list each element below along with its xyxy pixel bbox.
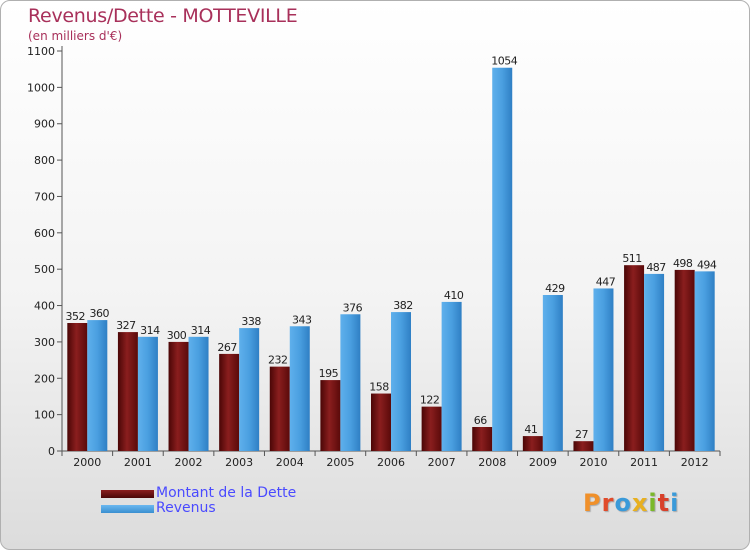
- y-tick-label: 600: [34, 227, 55, 240]
- data-label-dette-2003: 267: [217, 341, 237, 354]
- data-label-revenus-2008: 1054: [491, 55, 517, 68]
- data-label-revenus-2006: 382: [393, 299, 413, 312]
- data-label-dette-2001: 327: [116, 319, 136, 332]
- x-tick-label: 2002: [175, 456, 203, 469]
- data-label-dette-2005: 195: [319, 367, 339, 380]
- data-label-dette-2009: 41: [524, 423, 537, 436]
- bar-dette-2003: [219, 353, 240, 451]
- data-label-revenus-2000: 360: [90, 307, 110, 320]
- x-tick-label: 2004: [276, 456, 304, 469]
- bar-revenus-2001: [137, 336, 158, 451]
- bar-revenus-2005: [340, 314, 361, 451]
- y-tick-label: 500: [34, 263, 55, 276]
- data-label-revenus-2007: 410: [444, 289, 464, 302]
- data-label-revenus-2009: 429: [545, 282, 565, 295]
- data-label-dette-2012: 498: [673, 257, 693, 270]
- x-tick-label: 2005: [326, 456, 354, 469]
- bar-revenus-2008: [492, 67, 513, 452]
- x-tick-label: 2008: [478, 456, 506, 469]
- bar-revenus-2000: [87, 320, 108, 451]
- data-label-revenus-2005: 376: [343, 301, 363, 314]
- bar-dette-2000: [67, 323, 88, 451]
- bar-revenus-2007: [441, 301, 462, 451]
- x-tick-label: 2009: [529, 456, 557, 469]
- bar-revenus-2011: [644, 273, 665, 451]
- y-tick-label: 900: [34, 118, 55, 131]
- y-tick-label: 300: [34, 336, 55, 349]
- bar-revenus-2002: [188, 336, 209, 451]
- proxiti-logo: Proxiti: [583, 489, 680, 517]
- x-tick-label: 2007: [428, 456, 456, 469]
- data-label-dette-2011: 511: [622, 252, 642, 265]
- legend-swatch-revenus: [101, 505, 154, 513]
- data-label-revenus-2001: 314: [140, 324, 160, 337]
- legend-label-dette: Montant de la Dette: [156, 485, 297, 501]
- data-label-dette-2006: 158: [369, 381, 389, 394]
- x-tick-label: 2001: [124, 456, 152, 469]
- y-tick-label: 1000: [27, 81, 55, 94]
- bar-dette-2010: [573, 441, 594, 451]
- y-tick-label: 800: [34, 154, 55, 167]
- bar-dette-2005: [320, 380, 341, 451]
- bar-dette-2001: [117, 332, 138, 451]
- data-label-dette-2008: 66: [474, 414, 487, 427]
- chart-subtitle: (en milliers d'€): [28, 29, 123, 43]
- x-tick-label: 2012: [681, 456, 709, 469]
- bar-dette-2009: [522, 436, 543, 451]
- bar-dette-2004: [269, 366, 290, 451]
- y-tick-label: 100: [34, 409, 55, 422]
- bar-dette-2006: [371, 393, 391, 451]
- x-tick-label: 2010: [579, 456, 607, 469]
- data-label-revenus-2011: 487: [646, 261, 666, 274]
- chart-title: Revenus/Dette - MOTTEVILLE: [28, 5, 298, 27]
- bar-dette-2012: [674, 269, 695, 451]
- bar-dette-2008: [472, 427, 493, 451]
- data-label-dette-2004: 232: [268, 354, 288, 367]
- bar-revenus-2009: [542, 295, 563, 451]
- data-label-dette-2002: 300: [167, 329, 187, 342]
- bar-dette-2007: [421, 406, 442, 451]
- x-tick-label: 2003: [225, 456, 253, 469]
- bar-dette-2002: [168, 341, 189, 451]
- data-label-dette-2007: 122: [420, 394, 440, 407]
- y-tick-label: 200: [34, 372, 55, 385]
- data-label-revenus-2010: 447: [596, 275, 616, 288]
- legend-swatch-dette: [101, 490, 154, 498]
- legend-label-revenus: Revenus: [156, 500, 216, 516]
- x-tick-label: 2006: [377, 456, 405, 469]
- data-label-dette-2000: 352: [66, 310, 86, 323]
- data-label-revenus-2002: 314: [191, 324, 211, 337]
- x-tick-label: 2000: [73, 456, 101, 469]
- x-tick-label: 2011: [630, 456, 658, 469]
- y-tick-label: 0: [48, 445, 55, 458]
- bar-revenus-2003: [239, 328, 260, 451]
- bar-revenus-2004: [289, 326, 310, 451]
- bar-revenus-2006: [391, 312, 411, 451]
- y-tick-label: 1100: [27, 45, 55, 58]
- y-tick-label: 400: [34, 300, 55, 313]
- data-label-revenus-2003: 338: [241, 315, 261, 328]
- bar-revenus-2010: [593, 288, 614, 451]
- data-label-dette-2010: 27: [575, 428, 588, 441]
- data-label-revenus-2012: 494: [697, 258, 717, 271]
- y-tick-label: 700: [34, 190, 55, 203]
- bar-dette-2011: [624, 265, 645, 451]
- data-label-revenus-2004: 343: [292, 313, 312, 326]
- bar-revenus-2012: [694, 271, 715, 451]
